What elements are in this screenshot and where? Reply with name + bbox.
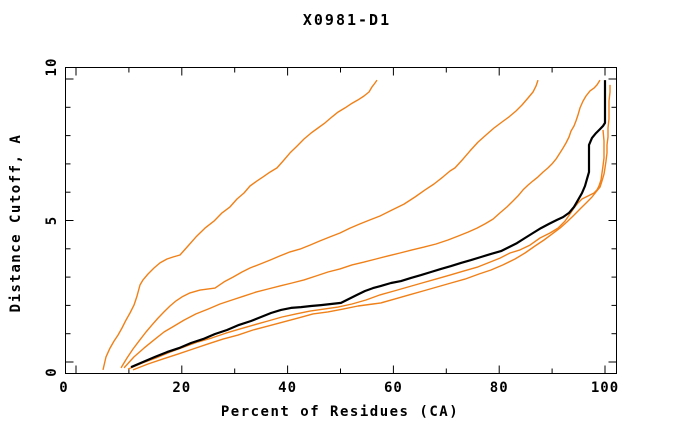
x-tick-label: 40 <box>278 380 297 396</box>
y-tick-label: 5 <box>44 216 60 225</box>
y-tick-label: 10 <box>44 58 60 77</box>
chart-title: X0981-D1 <box>302 11 392 29</box>
curve-superposition-2 <box>120 79 539 369</box>
y-tick-label: 0 <box>44 367 60 376</box>
curve-superposition-3 <box>123 79 601 369</box>
x-tick-label: 60 <box>384 380 403 396</box>
y-axis-title: Distance Cutoff, A <box>8 133 24 313</box>
x-tick-label: 20 <box>172 380 191 396</box>
plot-frame <box>65 67 617 374</box>
x-axis-title: Percent of Residues (CA) <box>220 404 460 420</box>
curve-superposition-4 <box>127 129 605 370</box>
curve-main-model <box>130 80 607 369</box>
curve-superposition-5 <box>132 84 611 371</box>
x-tick-label: 80 <box>490 380 509 396</box>
x-tick-label: 0 <box>59 380 68 396</box>
x-tick-label: 100 <box>591 380 619 396</box>
curve-superposition-1 <box>102 79 378 371</box>
